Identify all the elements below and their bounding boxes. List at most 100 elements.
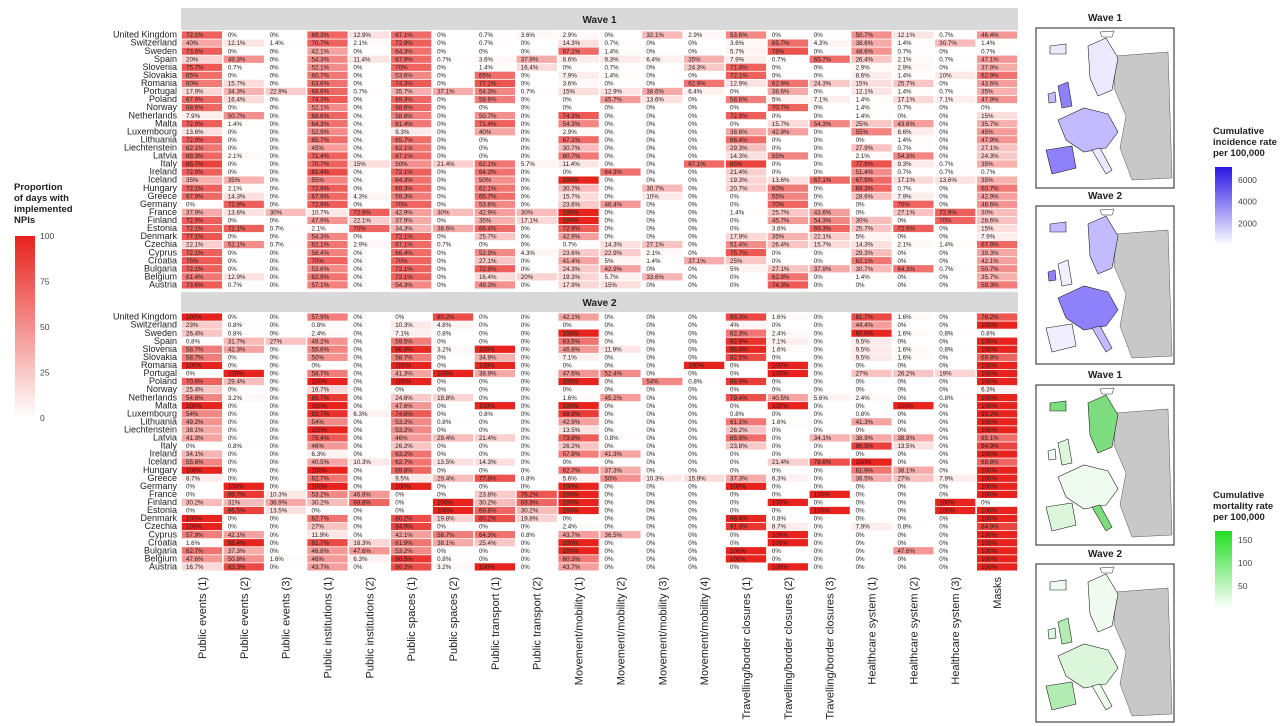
cell-value-label: 20% (521, 274, 534, 281)
cell-value-label: 55% (772, 193, 785, 200)
heat-cell (684, 103, 725, 112)
cell-value-label: 0% (270, 72, 279, 79)
cell-value-label: 0% (353, 113, 362, 120)
iberia-region (1045, 502, 1077, 532)
heat-cell (809, 79, 850, 88)
heat-cell (642, 47, 683, 55)
cell-value-label: 34.3% (395, 226, 413, 233)
heat-cell (516, 120, 557, 128)
heat-cell (767, 55, 808, 63)
heat-cell (307, 200, 348, 208)
cell-value-label: 71.4% (730, 64, 748, 71)
heat-cell (558, 450, 599, 458)
heat-cell (223, 434, 264, 442)
heat-cell (558, 71, 599, 79)
cell-value-label: 0% (228, 427, 237, 434)
cell-value-label: 0% (270, 427, 279, 434)
cell-value-label: 0% (730, 89, 739, 96)
heat-cell (265, 39, 306, 47)
cell-value-label: 53.6% (312, 266, 330, 273)
cell-value-label: 0% (772, 435, 781, 442)
cell-value-label: 65.7% (395, 137, 413, 144)
cell-value-label: 0% (437, 121, 446, 128)
cell-value-label: 12.1% (228, 40, 246, 47)
cell-value-label: 30.2% (312, 500, 330, 507)
cell-value-label: 62.1% (395, 145, 413, 152)
map-title: Wave 1 (1088, 370, 1123, 381)
cell-value-label: 74.3% (563, 113, 581, 120)
cell-value-label: 0% (605, 491, 614, 498)
heat-cell (600, 63, 641, 71)
heat-cell (223, 120, 264, 128)
heat-cell (600, 281, 641, 289)
cell-value-label: 0.8% (228, 330, 243, 337)
heat-cell (642, 192, 683, 200)
heat-cell (474, 490, 515, 498)
heat-cell (935, 337, 976, 345)
heat-cell (600, 144, 641, 152)
cell-value-label: 10% (646, 193, 659, 200)
cell-value-label: 0.7% (563, 242, 578, 249)
country-label: Austria (149, 562, 177, 572)
cell-value-label: 77.1% (479, 81, 497, 88)
cell-value-label: 0% (814, 540, 823, 547)
heat-cell (265, 522, 306, 531)
cell-value-label: 41.3% (186, 435, 204, 442)
cell-value-label: 0% (437, 218, 446, 225)
heat-cell (851, 385, 892, 394)
cell-value-label: 0% (353, 169, 362, 176)
cell-value-label: 62.9% (772, 274, 790, 281)
heat-cell (935, 71, 976, 79)
cell-value-label: 100% (228, 483, 244, 490)
cell-value-label: 29.4% (437, 435, 455, 442)
heat-cell (600, 418, 641, 426)
cell-value-label: 0% (856, 491, 865, 498)
heat-cell (432, 232, 474, 241)
cell-value-label: 0% (270, 153, 279, 160)
heat-cell (809, 458, 850, 466)
cell-value-label: 70% (939, 218, 952, 225)
cell-value-label: 0% (939, 274, 948, 281)
heat-cell (181, 144, 223, 152)
cell-value-label: 10.3% (270, 491, 288, 498)
heat-cell (516, 232, 557, 241)
cell-value-label: 0% (646, 169, 655, 176)
cell-value-label: 7.1% (939, 97, 954, 104)
cell-value-label: 0% (814, 379, 823, 386)
cell-value-label: 72.1% (395, 266, 413, 273)
cell-value-label: 6.3% (353, 556, 368, 563)
cell-value-label: 75.4% (312, 435, 330, 442)
incidence-legend-tick-label: 2000 (1238, 218, 1257, 228)
heat-cell (391, 71, 432, 79)
heat-cell (558, 160, 599, 168)
cell-value-label: 1.4% (856, 274, 871, 281)
cell-value-label: 0% (353, 274, 362, 281)
heat-cell (809, 168, 850, 176)
heat-cell (265, 47, 306, 55)
heat-cell (642, 474, 683, 482)
heat-cell (809, 474, 850, 482)
cell-value-label: 35% (772, 234, 785, 241)
cell-value-label: 0% (395, 314, 404, 321)
heat-cell (809, 224, 850, 233)
heat-cell (809, 120, 850, 128)
cell-value-label: 0% (981, 500, 990, 507)
heat-cell (893, 281, 934, 289)
heat-cell (851, 555, 892, 563)
heat-cell (391, 87, 432, 96)
heat-cell (642, 442, 683, 450)
heat-cell (976, 249, 1018, 257)
heat-cell (725, 168, 767, 176)
heat-cell (307, 385, 348, 394)
heat-cell (558, 200, 599, 208)
cell-value-label: 6.3% (772, 475, 787, 482)
heat-cell (851, 442, 892, 450)
cell-value-label: 0% (353, 395, 362, 402)
heat-cell (767, 144, 808, 152)
cell-value-label: 0% (521, 129, 530, 136)
cell-value-label: 100% (772, 371, 788, 378)
cell-value-label: 100% (563, 403, 579, 410)
cell-value-label: 50.8% (228, 556, 246, 563)
heat-cell (684, 329, 725, 337)
heat-cell (976, 160, 1018, 168)
